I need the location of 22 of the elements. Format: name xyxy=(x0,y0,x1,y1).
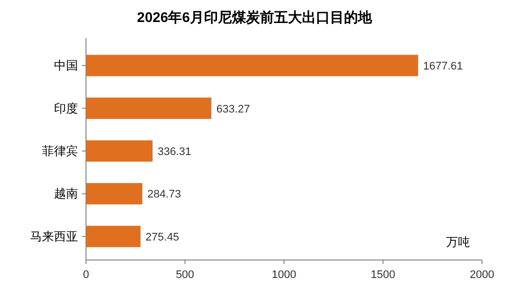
annotation: 万吨 xyxy=(446,235,470,249)
x-tick-label: 1000 xyxy=(272,269,296,281)
data-label: 284.73 xyxy=(147,188,182,201)
bar xyxy=(86,226,141,248)
bar xyxy=(86,140,153,162)
y-tick-label: 越南 xyxy=(54,186,78,201)
y-tick-label: 中国 xyxy=(54,58,78,73)
x-tick-label: 1500 xyxy=(370,269,396,281)
x-tick-label: 500 xyxy=(176,269,194,281)
bar xyxy=(86,183,142,204)
bar xyxy=(86,98,212,119)
data-label: 633.27 xyxy=(216,103,250,116)
chart-title: 2026年6月印尼煤炭前五大出口目的地 xyxy=(137,9,373,25)
data-label: 336.31 xyxy=(158,146,192,158)
y-tick-label: 菲律宾 xyxy=(42,144,78,158)
bar xyxy=(86,54,418,76)
data-label: 1677.61 xyxy=(423,60,463,73)
y-tick-label: 马来西亚 xyxy=(30,229,78,244)
x-tick-label: 0 xyxy=(82,269,90,281)
y-tick-label: 印度 xyxy=(54,101,78,116)
data-label: 275.45 xyxy=(146,231,180,244)
x-tick-label: 2000 xyxy=(470,269,494,281)
